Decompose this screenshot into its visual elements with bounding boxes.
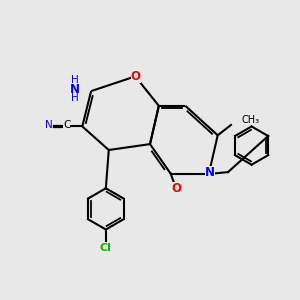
Text: O: O [131,70,141,83]
Text: H: H [71,94,79,103]
Text: O: O [171,182,181,195]
Text: Cl: Cl [100,243,112,253]
Text: N: N [44,120,52,130]
Text: N: N [206,166,215,178]
Text: CH₃: CH₃ [241,115,260,125]
Text: C: C [63,120,70,130]
Text: N: N [70,83,80,96]
Text: H: H [71,75,79,85]
